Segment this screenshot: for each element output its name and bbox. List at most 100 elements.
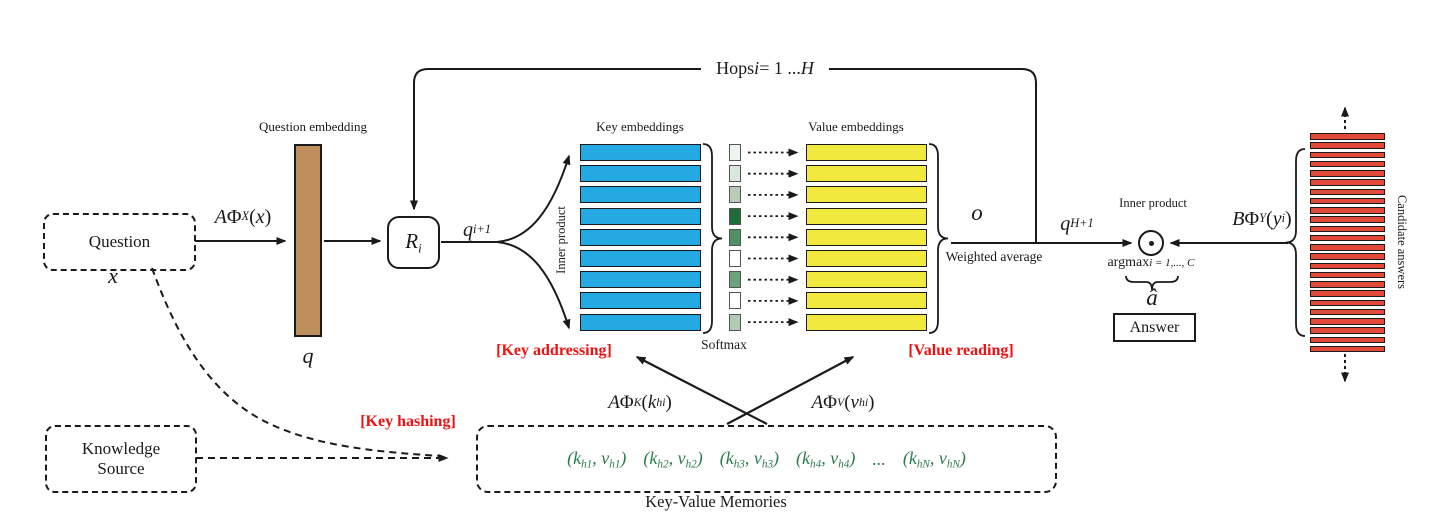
- math-italic: â: [1146, 285, 1158, 311]
- output-o-label: o: [960, 197, 994, 229]
- question-dashed-curve: [151, 267, 441, 457]
- candidate-answer-bar: [1310, 327, 1385, 334]
- softmax-weight-cell: [729, 228, 741, 246]
- candidate-answer-bar: [1310, 234, 1385, 242]
- math-text: ...: [872, 448, 886, 469]
- candidate-answer-bar: [1310, 225, 1385, 233]
- key-embedding-bar: [580, 250, 701, 267]
- math-subscript: hN: [946, 458, 960, 471]
- inner-product-circle: [1138, 230, 1164, 256]
- math-italic: A: [608, 391, 620, 413]
- key-hashing-label: [Key hashing]: [360, 413, 456, 431]
- knowledge-source-line1: Knowledge: [81, 439, 161, 458]
- softmax-to-value-dotted-arrows: [748, 148, 799, 327]
- candidate-answer-bar: [1310, 179, 1385, 186]
- math-text: ): [1285, 208, 1292, 230]
- math-subscript: h2: [657, 458, 669, 471]
- math-text: (: [641, 391, 648, 413]
- q-variable-label: q: [294, 341, 322, 371]
- math-italic: x: [255, 206, 265, 228]
- softmax-weight-cell: [729, 186, 741, 204]
- math-text: ): [620, 447, 627, 468]
- math-subscript: h4: [810, 458, 822, 471]
- value-embedding-bar: [806, 250, 927, 267]
- q-i-plus-1-label: q i+1: [447, 215, 507, 245]
- candidate-answer-bar: [1310, 188, 1385, 196]
- math-subscript: h1: [581, 458, 593, 471]
- math-text: ): [849, 447, 856, 468]
- math-subscript: i = 1,..., C: [1149, 256, 1195, 269]
- candidate-answer-bar: [1310, 271, 1385, 279]
- candidate-answer-bar: [1310, 345, 1385, 353]
- value-embedding-bar: [806, 207, 927, 225]
- value-embedding-bar: [806, 292, 927, 310]
- math-italic: q: [1060, 213, 1071, 235]
- math-subscript: hi: [656, 395, 666, 409]
- math-subscript: h4: [838, 458, 850, 471]
- math-subscript: h3: [733, 458, 745, 471]
- key-embedding-bar: [580, 165, 701, 183]
- key-embedding-bar: [580, 228, 701, 246]
- question-embedding-title: Question embedding: [259, 118, 367, 134]
- math-subscript: Y: [1259, 211, 1267, 226]
- key-map-label: A Φ K(k hi): [585, 389, 695, 417]
- math-italic: v: [601, 447, 610, 468]
- math-italic: B: [1232, 208, 1245, 230]
- hops-label: Hops i = 1 ... H: [701, 57, 829, 81]
- key-value-memories-box: (kh1, vh1) (kh2, vh2) (kh3, vh3) (kh4, vh4)…: [476, 425, 1057, 493]
- memory-tuple: ...: [872, 449, 886, 470]
- candidate-answer-bar: [1310, 318, 1385, 325]
- controller-r-box: Ri: [387, 216, 440, 269]
- hops-loop-arrow: [410, 68, 1037, 243]
- math-italic: k: [802, 447, 811, 468]
- candidate-answer-bar: [1310, 244, 1385, 251]
- math-italic: H: [800, 58, 814, 79]
- key-embedding-bar: [580, 292, 701, 310]
- candidate-answer-bar: [1310, 151, 1385, 159]
- candidate-answer-bar: [1310, 160, 1385, 168]
- candidate-answer-bar: [1310, 170, 1385, 177]
- math-subscript: hN: [916, 458, 930, 471]
- math-text: ): [773, 447, 780, 468]
- math-subscript: X: [241, 209, 250, 224]
- candidate-answers-label: Candidate answers: [1394, 194, 1409, 290]
- value-reading-label: [Value reading]: [908, 342, 1014, 360]
- math-text: ,: [929, 447, 939, 468]
- math-italic: A: [811, 391, 824, 413]
- math-text: argmax: [1107, 255, 1150, 271]
- softmax-column: [729, 144, 741, 332]
- softmax-weight-cell: [729, 292, 741, 310]
- math-italic: v: [753, 447, 762, 468]
- math-text: (: [719, 447, 726, 468]
- math-italic: v: [850, 391, 859, 413]
- fork-top-curve-arrow: [496, 154, 571, 243]
- math-text: Φ: [226, 206, 242, 228]
- fork-bottom-curve-arrow: [496, 241, 571, 330]
- value-embedding-bar: [806, 144, 927, 161]
- value-embedding-bar: [806, 228, 927, 246]
- value-embeddings-title: Value embeddings: [808, 118, 904, 134]
- math-italic: k: [725, 447, 734, 468]
- math-italic: k: [647, 391, 657, 413]
- math-text: (: [796, 447, 803, 468]
- memory-tuple: (kh2, vh2): [643, 448, 702, 470]
- math-text: = 1 ...: [759, 58, 801, 79]
- memory-tuple: (khN, vhN): [903, 448, 966, 470]
- knowledge-source-line2: Source: [97, 459, 145, 478]
- question-embedding-bar: [294, 144, 322, 337]
- candidate-answer-bar: [1310, 133, 1385, 140]
- math-italic: v: [677, 447, 686, 468]
- math-subscript: V: [837, 395, 845, 409]
- key-embeddings-title: Key embeddings: [596, 118, 684, 134]
- q-h-plus-1-label: q H+1: [1042, 209, 1112, 239]
- math-italic: q: [302, 342, 314, 368]
- math-text: ,: [592, 447, 602, 468]
- inner-product-dot-icon: [1148, 240, 1154, 246]
- math-subscript: i: [418, 240, 422, 256]
- knowledge-source-box: Knowledge Source: [45, 425, 197, 493]
- math-italic: y: [1272, 208, 1282, 230]
- answer-box: Answer: [1113, 313, 1196, 342]
- math-text: ): [959, 447, 966, 468]
